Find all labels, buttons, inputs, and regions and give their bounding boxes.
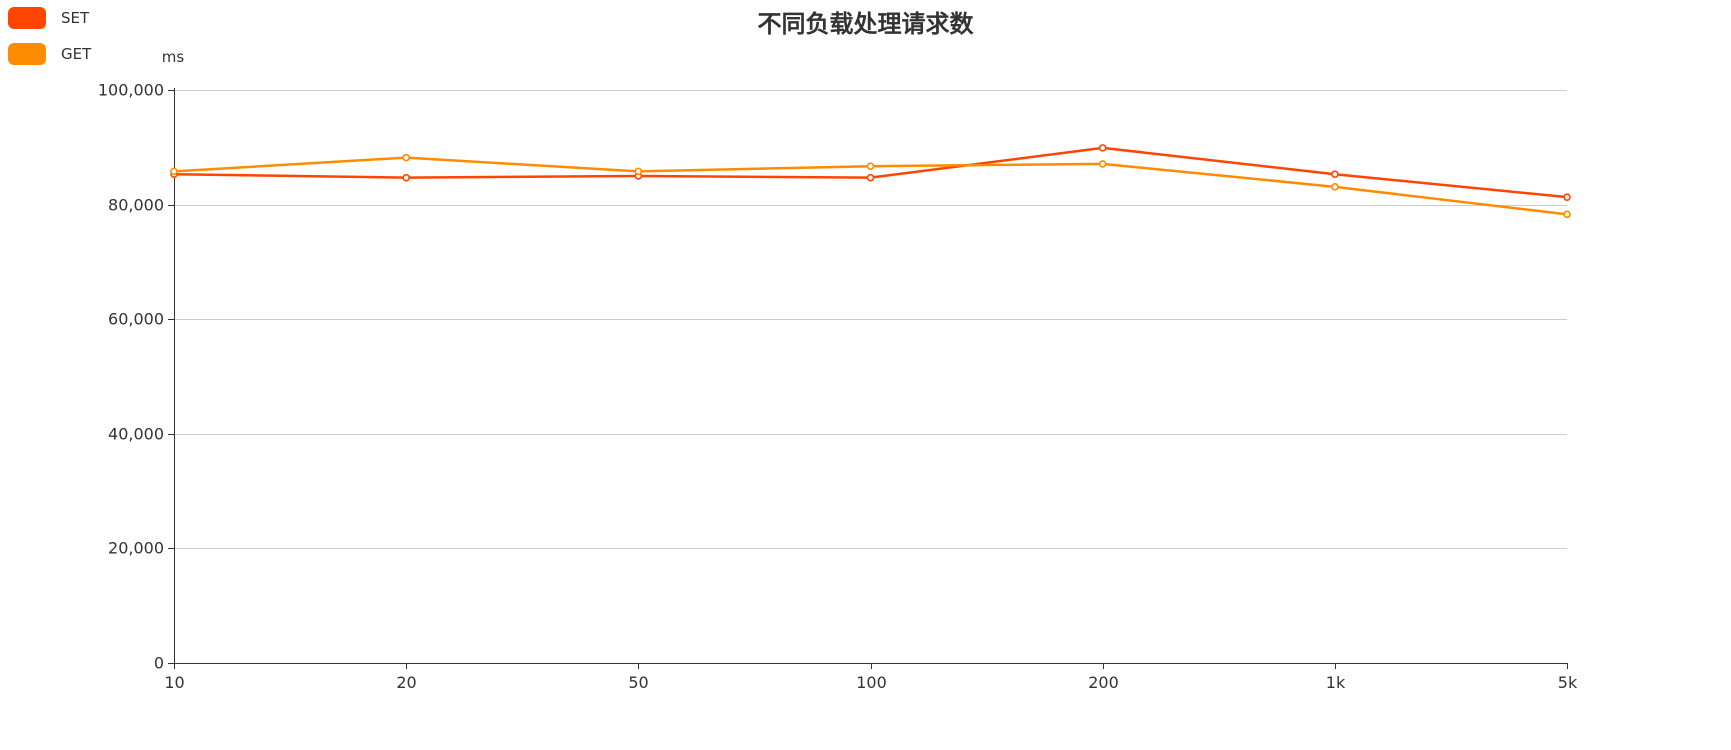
data-point-get [1563, 210, 1571, 219]
y-axis-name: ms [162, 48, 185, 66]
y-tick-label: 80,000 [108, 196, 164, 215]
data-point-get [634, 167, 643, 176]
y-tick-label: 60,000 [108, 310, 164, 329]
legend-label-set: SET [61, 9, 90, 27]
data-point-get [1331, 183, 1339, 191]
x-tick-label: 10 [164, 673, 184, 692]
legend: SET GET [8, 6, 91, 78]
legend-item-set[interactable]: SET [8, 6, 91, 30]
y-tick-label: 20,000 [108, 539, 164, 558]
data-point-set [1098, 144, 1107, 152]
y-tick-label: 100,000 [98, 81, 164, 100]
gridlines [174, 90, 1567, 549]
legend-item-get[interactable]: GET [8, 42, 91, 66]
legend-swatch-get [8, 43, 46, 65]
data-point-get [402, 153, 410, 162]
legend-swatch-set [8, 7, 46, 29]
y-tick-label: 0 [154, 654, 164, 673]
axes: ms 0 20,000 40,000 60,000 80,000 100,000 10 20 5… [98, 48, 1578, 692]
data-point-get [170, 167, 178, 176]
x-tick-label: 100 [856, 673, 887, 692]
data-point-set [866, 173, 875, 182]
y-tick-label: 40,000 [108, 425, 164, 444]
data-point-set [402, 173, 410, 182]
legend-label-get: GET [61, 45, 92, 63]
data-point-get [1098, 160, 1107, 168]
x-tick-label: 5k [1558, 673, 1578, 692]
series-group [170, 144, 1571, 219]
data-point-set [1331, 170, 1339, 179]
x-tick-label: 50 [628, 673, 648, 692]
x-tick-label: 200 [1088, 673, 1119, 692]
x-tick-label: 20 [396, 673, 416, 692]
data-point-set [1563, 193, 1571, 201]
data-point-get [866, 162, 875, 171]
x-tick-label: 1k [1326, 673, 1346, 692]
